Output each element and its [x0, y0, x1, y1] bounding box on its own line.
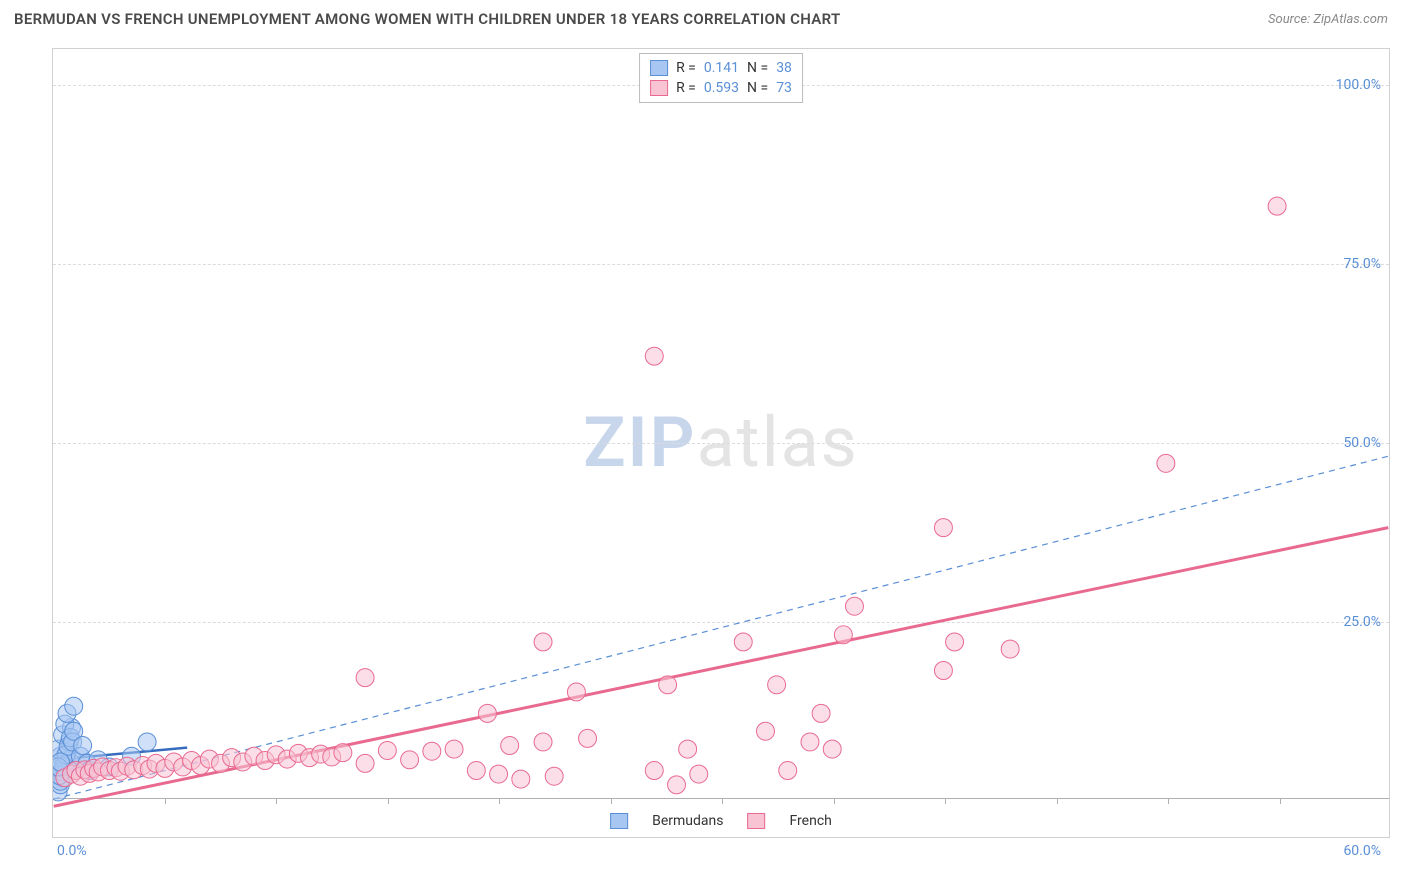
x-tick	[834, 799, 835, 804]
x-tick	[499, 799, 500, 804]
swatch-bermudans	[650, 60, 668, 76]
r-label: R =	[676, 80, 696, 96]
swatch-bermudans	[610, 813, 628, 829]
x-axis-line	[53, 798, 1389, 799]
source-attribution: Source: ZipAtlas.com	[1268, 12, 1388, 27]
y-tick-label: 50.0%	[1343, 435, 1381, 451]
n-value-bermudans: 38	[776, 60, 792, 76]
legend-stats-row-bermudans: R = 0.141 N = 38	[650, 58, 792, 78]
n-label: N =	[747, 60, 768, 76]
swatch-french	[747, 813, 765, 829]
legend-label-french: French	[789, 813, 831, 829]
chart-title: BERMUDAN VS FRENCH UNEMPLOYMENT AMONG WO…	[14, 10, 840, 28]
n-label: N =	[747, 80, 768, 96]
y-tick-label: 100.0%	[1336, 77, 1381, 93]
swatch-french	[650, 80, 668, 96]
x-tick	[276, 799, 277, 804]
gridline	[53, 264, 1389, 265]
legend-label-bermudans: Bermudans	[652, 813, 723, 829]
y-tick-label: 75.0%	[1343, 256, 1381, 272]
x-tick	[722, 799, 723, 804]
header: BERMUDAN VS FRENCH UNEMPLOYMENT AMONG WO…	[0, 0, 1406, 36]
y-tick-label: 25.0%	[1343, 614, 1381, 630]
x-tick	[1280, 799, 1281, 804]
r-label: R =	[676, 60, 696, 76]
x-tick	[1057, 799, 1058, 804]
x-tick	[165, 799, 166, 804]
gridline	[53, 443, 1389, 444]
x-tick	[1168, 799, 1169, 804]
x-tick	[388, 799, 389, 804]
r-value-bermudans: 0.141	[704, 60, 739, 76]
chart-container: ZIPatlas R = 0.141 N = 38 R = 0.593 N = …	[52, 48, 1390, 838]
legend-stats-row-french: R = 0.593 N = 73	[650, 78, 792, 98]
x-tick	[945, 799, 946, 804]
legend-series: Bermudans French	[610, 813, 832, 829]
n-value-french: 73	[776, 80, 792, 96]
r-value-french: 0.593	[704, 80, 739, 96]
x-tick	[611, 799, 612, 804]
x-min-label: 0.0%	[57, 843, 87, 859]
legend-stats-box: R = 0.141 N = 38 R = 0.593 N = 73	[639, 53, 803, 103]
x-max-label: 60.0%	[1343, 843, 1381, 859]
gridline	[53, 622, 1389, 623]
